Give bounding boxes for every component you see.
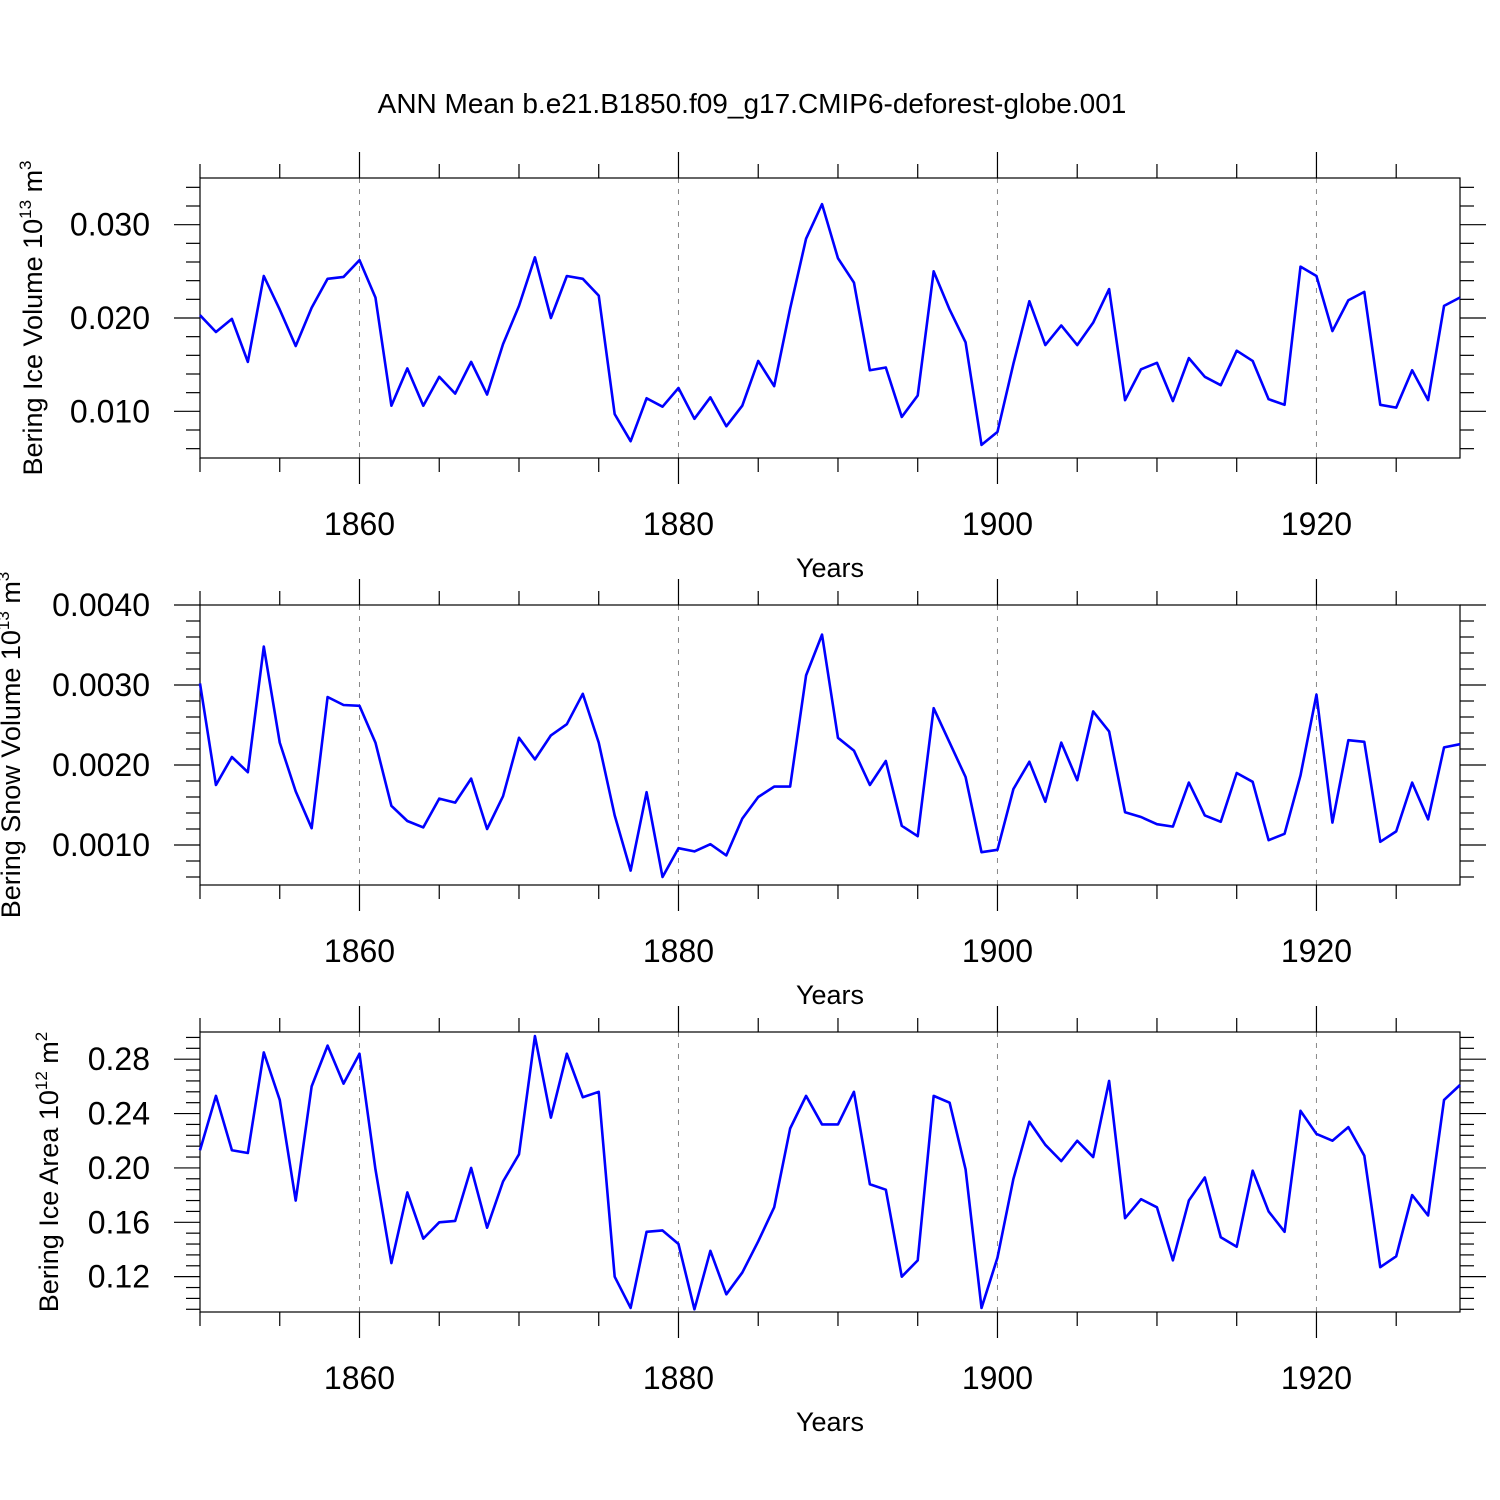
x-tick-label: 1880 bbox=[643, 506, 714, 542]
y-axis-title: Bering Ice Volume 1013 m3 bbox=[16, 160, 48, 475]
y-tick-label: 0.16 bbox=[88, 1204, 150, 1240]
series-line bbox=[198, 1034, 1461, 1311]
panel-snow-volume: 1860 1880 1900 1920 0.0010 0.0020 0.0030 0.0040… bbox=[0, 572, 1486, 1010]
x-tick-label: 1860 bbox=[324, 933, 395, 969]
x-tick-label: 1860 bbox=[324, 506, 395, 542]
x-tick-label: 1920 bbox=[1281, 506, 1352, 542]
y-axis-title-text: Bering Snow Volume 10 bbox=[0, 630, 26, 918]
y-axis-title-text: Bering Ice Volume 10 bbox=[18, 219, 48, 476]
y-axis-title-exponent: 13 bbox=[16, 200, 35, 219]
x-axis-title: Years bbox=[796, 1407, 864, 1437]
y-axis-title-text: Bering Ice Area 10 bbox=[34, 1090, 64, 1312]
x-axis-title: Years bbox=[796, 553, 864, 583]
series-line bbox=[198, 633, 1461, 879]
y-axis-title-unit-exponent: 3 bbox=[0, 572, 13, 581]
y-tick-label: 0.24 bbox=[88, 1096, 150, 1132]
series-line bbox=[199, 202, 1461, 447]
y-tick-label: 0.0030 bbox=[52, 667, 150, 703]
x-tick-label: 1880 bbox=[643, 1360, 714, 1396]
x-tick-label: 1920 bbox=[1281, 933, 1352, 969]
y-tick-label: 0.020 bbox=[70, 300, 150, 336]
y-axis-title-unit-exponent: 3 bbox=[16, 160, 35, 169]
y-tick-label: 0.0020 bbox=[52, 747, 150, 783]
y-tick-label: 0.030 bbox=[70, 207, 150, 243]
y-axis-title-unit: m bbox=[0, 581, 26, 611]
figure-title: ANN Mean b.e21.B1850.f09_g17.CMIP6-defor… bbox=[378, 88, 1127, 119]
y-axis-title-exponent: 12 bbox=[32, 1071, 51, 1090]
x-tick-label: 1900 bbox=[962, 933, 1033, 969]
y-tick-label: 0.010 bbox=[70, 393, 150, 429]
y-tick-label: 0.12 bbox=[88, 1259, 150, 1295]
y-axis-title-unit-exponent: 2 bbox=[32, 1032, 51, 1041]
x-axis-title: Years bbox=[796, 980, 864, 1010]
x-tick-label: 1880 bbox=[643, 933, 714, 969]
x-tick-label: 1860 bbox=[324, 1360, 395, 1396]
panel-ice-area: 1860 1880 1900 1920 0.12 0.16 0.20 0.24 0.28 Year… bbox=[32, 1006, 1486, 1437]
y-tick-label: 0.0040 bbox=[52, 587, 150, 623]
x-tick-label: 1920 bbox=[1281, 1360, 1352, 1396]
x-tick-label: 1900 bbox=[962, 1360, 1033, 1396]
panel-ice-volume: 1860 1880 1900 1920 0.010 0.020 0.030 Years Beri… bbox=[16, 152, 1486, 583]
y-tick-label: 0.0010 bbox=[52, 827, 150, 863]
plot-frame bbox=[199, 1031, 1461, 1313]
x-tick-label: 1900 bbox=[962, 506, 1033, 542]
y-axis-title: Bering Ice Area 1012 m2 bbox=[32, 1032, 64, 1313]
y-axis-title-unit: m bbox=[18, 170, 48, 200]
y-axis-title-exponent: 13 bbox=[0, 611, 13, 630]
y-axis-title: Bering Snow Volume 1013 m3 bbox=[0, 572, 26, 919]
y-tick-label: 0.20 bbox=[88, 1150, 150, 1186]
y-tick-label: 0.28 bbox=[88, 1041, 150, 1077]
y-axis-title-unit: m bbox=[34, 1041, 64, 1071]
